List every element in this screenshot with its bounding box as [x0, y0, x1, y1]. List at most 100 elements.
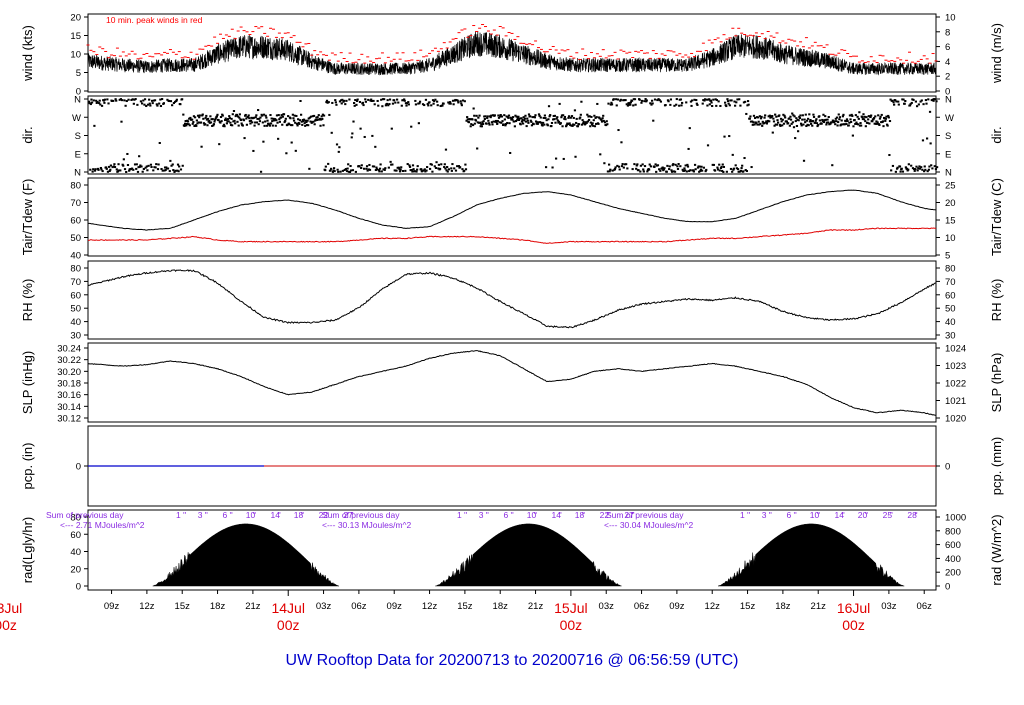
radiation-hour-tick: ''	[890, 510, 894, 520]
direction-point	[219, 121, 222, 124]
direction-point	[377, 169, 380, 172]
direction-point	[474, 119, 478, 122]
direction-point	[554, 121, 557, 124]
direction-point	[332, 167, 336, 170]
direction-point	[461, 168, 464, 171]
direction-point	[391, 102, 395, 105]
direction-point	[432, 102, 435, 105]
direction-point	[211, 118, 214, 121]
direction-point	[355, 99, 359, 102]
direction-point	[547, 118, 550, 121]
direction-point	[725, 170, 728, 173]
direction-point	[873, 122, 876, 125]
direction-point	[659, 100, 663, 103]
direction-point	[415, 170, 418, 173]
radiation-hour-mark: 10	[527, 510, 537, 520]
direction-point	[186, 120, 190, 123]
direction-point	[747, 103, 750, 106]
direction-point	[618, 165, 621, 168]
direction-point	[801, 114, 804, 117]
direction-point	[861, 118, 864, 121]
direction-point	[665, 170, 668, 173]
direction-point	[841, 115, 844, 118]
direction-point	[799, 114, 802, 117]
direction-point	[810, 120, 813, 123]
direction-point	[310, 115, 313, 118]
direction-point	[745, 112, 748, 115]
direction-point	[642, 170, 645, 173]
direction-point	[561, 125, 564, 128]
right-tick-label: S	[945, 131, 951, 142]
direction-point	[563, 115, 567, 118]
direction-point	[683, 167, 686, 170]
direction-point	[517, 115, 520, 118]
direction-point	[172, 102, 175, 105]
direction-point	[749, 120, 753, 123]
direction-point	[106, 170, 110, 173]
direction-point	[320, 115, 323, 118]
direction-point	[479, 125, 482, 128]
direction-point	[821, 120, 824, 123]
direction-point	[165, 166, 168, 169]
right-tick-label: 8	[945, 27, 950, 38]
direction-point	[559, 122, 562, 125]
direction-point	[544, 117, 547, 120]
direction-point	[610, 103, 614, 106]
direction-point	[391, 163, 394, 166]
direction-point	[591, 122, 594, 125]
direction-point	[166, 98, 169, 101]
direction-point	[111, 166, 114, 169]
direction-point	[270, 117, 273, 120]
direction-point	[274, 118, 277, 121]
direction-point	[258, 117, 261, 120]
direction-point	[715, 104, 718, 107]
direction-point	[571, 124, 574, 127]
direction-point	[587, 118, 591, 121]
direction-point	[913, 168, 916, 171]
direction-point	[693, 163, 697, 166]
direction-point	[313, 123, 316, 126]
radiation-hour-tick: ''	[278, 510, 282, 520]
direction-point	[512, 116, 515, 119]
direction-point	[795, 124, 799, 127]
direction-point	[257, 109, 260, 112]
direction-point	[932, 99, 935, 102]
left-tick-label: 70	[70, 198, 81, 209]
direction-point	[304, 124, 307, 127]
direction-point	[881, 120, 885, 123]
direction-point	[136, 170, 140, 173]
direction-point	[506, 121, 509, 124]
direction-point	[362, 104, 365, 107]
direction-point	[713, 169, 717, 172]
panel-pcp-right-label: pcp. (mm)	[989, 437, 1004, 496]
direction-point	[620, 141, 623, 144]
direction-point	[655, 164, 658, 167]
direction-point	[703, 99, 706, 102]
panel-rad-left-label: rad(Lgly/hr)	[20, 517, 35, 583]
direction-point	[199, 121, 203, 124]
direction-point	[808, 120, 811, 123]
direction-point	[123, 168, 127, 171]
direction-point	[97, 168, 100, 171]
direction-point	[920, 166, 923, 169]
direction-point	[522, 122, 525, 125]
direction-point	[746, 104, 749, 107]
direction-point	[789, 115, 792, 118]
direction-point	[348, 170, 352, 173]
direction-point	[535, 122, 538, 125]
direction-point	[321, 113, 324, 116]
direction-point	[100, 168, 103, 171]
direction-point	[820, 122, 823, 125]
direction-point	[250, 116, 253, 119]
direction-point	[799, 122, 803, 125]
direction-point	[814, 121, 817, 124]
direction-point	[536, 121, 539, 124]
direction-point	[311, 115, 314, 118]
direction-point	[509, 151, 512, 154]
direction-point	[836, 124, 839, 127]
direction-point	[575, 117, 578, 120]
direction-point	[368, 168, 372, 171]
direction-point	[291, 113, 294, 116]
direction-point	[266, 119, 269, 122]
direction-point	[752, 121, 755, 124]
